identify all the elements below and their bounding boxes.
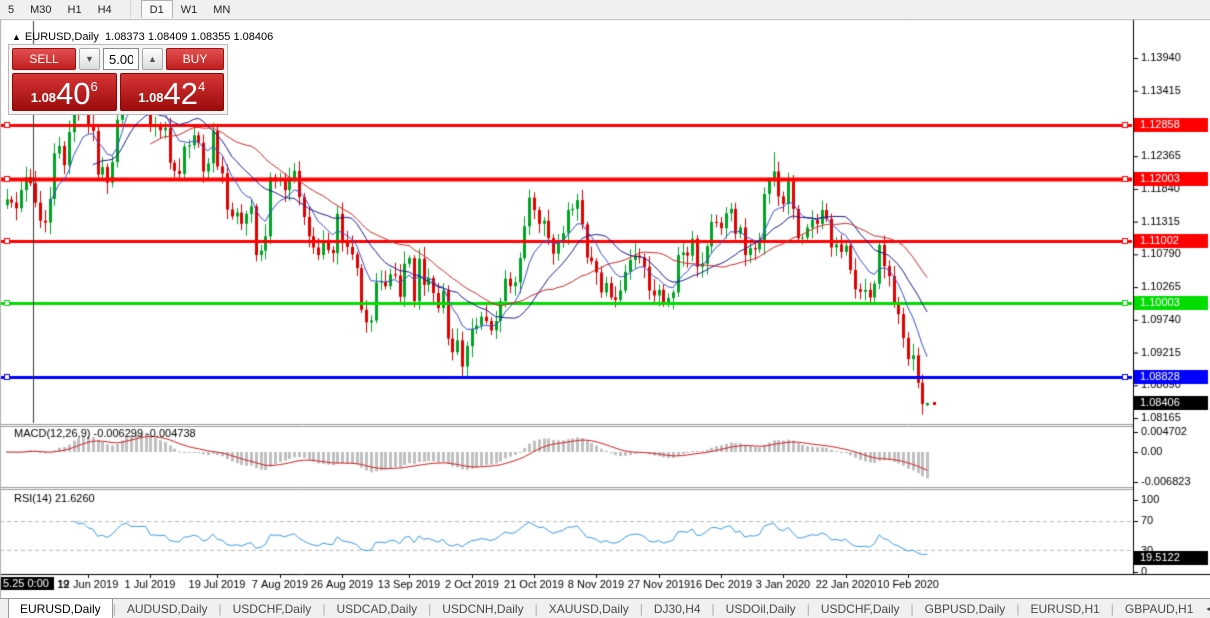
chart-tab-EURUSD-H1[interactable]: EURUSD,H1 bbox=[1030, 602, 1100, 616]
sell-price-base: 1.08 bbox=[30, 90, 57, 105]
timeframe-button-M30[interactable]: M30 bbox=[30, 3, 52, 16]
timeframe-button-H1[interactable]: H1 bbox=[67, 3, 82, 16]
tab-separator: | bbox=[218, 602, 222, 616]
tab-separator: | bbox=[806, 602, 810, 616]
chart-tab-GBPUSD-Daily[interactable]: GBPUSD,Daily bbox=[924, 602, 1006, 616]
chart-symbol-period: EURUSD,Daily bbox=[24, 31, 99, 43]
chart-tab-USDCAD-Daily[interactable]: USDCAD,Daily bbox=[336, 602, 418, 616]
chart-ohlc-values: 1.08373 1.08409 1.08355 1.08406 bbox=[105, 31, 274, 43]
chart-tab-XAUUSD-Daily[interactable]: XAUUSD,Daily bbox=[548, 602, 629, 616]
buy-price-base: 1.08 bbox=[138, 90, 164, 105]
chart-tab-EURUSD-Daily[interactable]: EURUSD,Daily bbox=[8, 599, 113, 618]
buy-price-point: 4 bbox=[198, 79, 206, 94]
chart-tab-USDCHF-Daily[interactable]: USDCHF,Daily bbox=[820, 602, 900, 616]
chart-tab-USDOil-Daily[interactable]: USDOil,Daily bbox=[725, 602, 796, 616]
timeframe-toolbar: 5 M30 H1 H4 D1 W1 MN bbox=[0, 0, 1210, 19]
chart-tab-AUDUSD-Daily[interactable]: AUDUSD,Daily bbox=[126, 602, 208, 616]
tabs-scroll-left-icon[interactable]: ◄ bbox=[1204, 603, 1210, 615]
volume-decrease-button[interactable]: ▼ bbox=[79, 48, 100, 70]
volume-increase-button[interactable]: ▲ bbox=[142, 48, 163, 70]
tab-separator: | bbox=[711, 602, 715, 616]
volume-input[interactable] bbox=[103, 48, 139, 70]
chart-title: ▲ EURUSD,Daily 1.08373 1.08409 1.08355 1.… bbox=[12, 31, 273, 43]
tab-separator: | bbox=[534, 602, 538, 616]
chart-tab-DJ30-H4[interactable]: DJ30,H4 bbox=[653, 602, 701, 616]
sell-price-pips: 40 bbox=[56, 75, 91, 111]
chart-tab-USDCNH-Daily[interactable]: USDCNH,Daily bbox=[442, 602, 524, 616]
timeframe-button-MN[interactable]: MN bbox=[213, 3, 231, 16]
buy-price-box[interactable]: 1.08 42 4 bbox=[119, 73, 224, 111]
timeframe-button-D1[interactable]: D1 bbox=[140, 0, 173, 18]
tab-separator: | bbox=[428, 602, 432, 616]
chart-tab-GBPAUD-H1[interactable]: GBPAUD,H1 bbox=[1124, 602, 1194, 616]
chart-shift-icon: ▲ bbox=[12, 32, 21, 42]
timeframe-button-5[interactable]: 5 bbox=[8, 3, 15, 16]
tab-separator: | bbox=[639, 602, 643, 616]
tab-separator: | bbox=[1016, 602, 1020, 616]
timeframe-group-separator bbox=[120, 0, 131, 18]
tab-separator: | bbox=[112, 602, 116, 616]
chart-tab-USDCHF-Daily[interactable]: USDCHF,Daily bbox=[232, 602, 312, 616]
sell-button[interactable]: SELL bbox=[12, 48, 76, 70]
tab-separator: | bbox=[1110, 602, 1114, 616]
sell-price-point: 6 bbox=[90, 79, 98, 94]
sell-price-box[interactable]: 1.08 40 6 bbox=[12, 73, 117, 111]
timeframe-button-W1[interactable]: W1 bbox=[180, 3, 198, 16]
timeframe-button-H4[interactable]: H4 bbox=[97, 3, 112, 16]
tab-separator: | bbox=[322, 602, 326, 616]
chart-tabs-bar: EURUSD,Daily | AUDUSD,Daily | USDCHF,Daily | U… bbox=[0, 598, 1210, 618]
buy-price-pips: 42 bbox=[163, 75, 199, 111]
buy-button[interactable]: BUY bbox=[166, 48, 224, 70]
tab-separator: | bbox=[910, 602, 914, 616]
